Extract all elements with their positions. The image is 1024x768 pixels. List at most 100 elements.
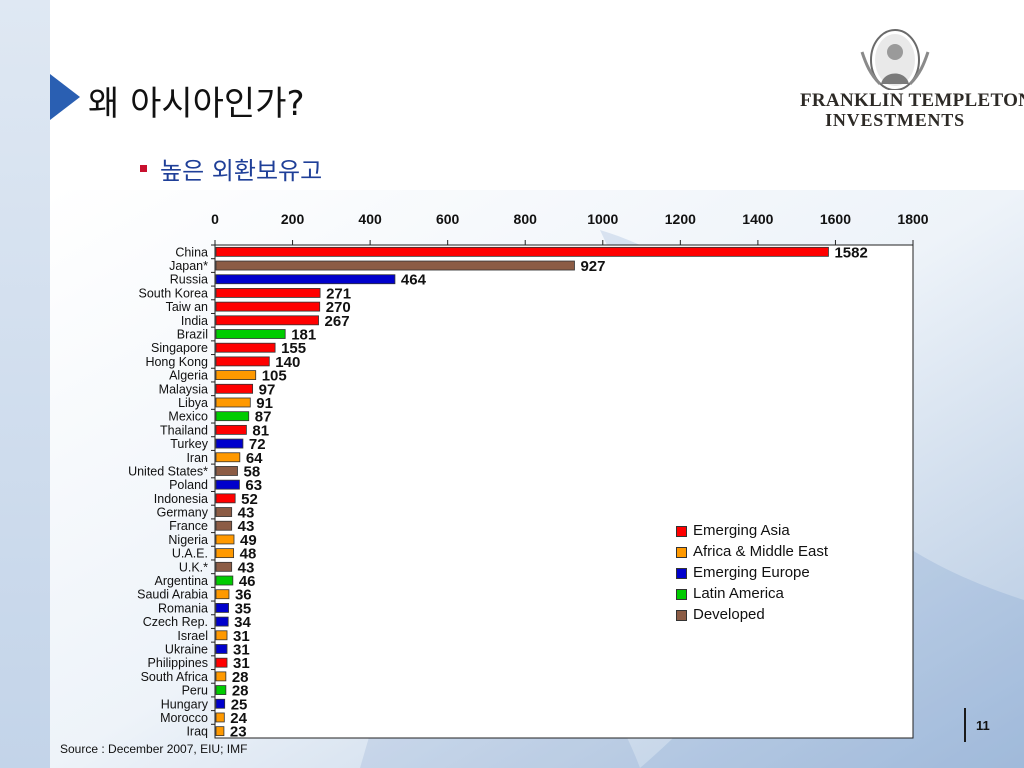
data-label-35: 23 <box>230 724 247 741</box>
category-label-5: India <box>181 314 208 328</box>
data-label-20: 43 <box>238 518 255 535</box>
data-label-6: 181 <box>291 327 316 344</box>
legend-swatch <box>676 526 687 537</box>
bar-29 <box>215 644 228 654</box>
bar-27 <box>215 616 229 627</box>
bar-12 <box>215 411 250 422</box>
x-tick-label-2: 400 <box>358 211 382 227</box>
left-band <box>0 0 50 768</box>
category-label-0: China <box>175 245 208 259</box>
x-tick-label-0: 0 <box>211 211 219 227</box>
bar-26 <box>215 603 229 613</box>
bar-31 <box>215 671 227 682</box>
data-label-17: 63 <box>245 477 262 494</box>
bar-15 <box>215 452 241 463</box>
category-label-27: Czech Rep. <box>143 615 208 629</box>
bar-14 <box>215 438 244 449</box>
data-label-16: 58 <box>243 463 260 480</box>
bar-19 <box>215 507 233 517</box>
data-label-3: 271 <box>326 285 351 302</box>
data-label-1: 927 <box>580 258 605 275</box>
x-tick-label-8: 1600 <box>820 211 851 227</box>
bar-34 <box>215 712 225 723</box>
bar-13 <box>215 424 247 435</box>
category-label-31: South Africa <box>141 670 208 684</box>
bar-25 <box>215 589 230 600</box>
category-label-21: Nigeria <box>168 533 208 547</box>
data-label-11: 91 <box>256 395 273 412</box>
category-label-28: Israel <box>177 629 208 643</box>
category-label-1: Japan* <box>169 259 208 273</box>
legend-label: Latin America <box>693 585 784 602</box>
category-label-2: Russia <box>170 273 208 287</box>
x-tick-label-3: 600 <box>436 211 460 227</box>
bar-32 <box>215 685 227 695</box>
category-label-4: Taiw an <box>166 300 208 314</box>
franklin-templeton-logo: FRANKLIN TEMPLETON INVESTMENTS <box>800 26 1024 136</box>
data-label-7: 155 <box>281 340 306 357</box>
x-tick-label-7: 1400 <box>742 211 773 227</box>
category-label-34: Morocco <box>160 711 208 725</box>
x-tick-label-9: 1800 <box>897 211 928 227</box>
legend-label: Developed <box>693 606 765 623</box>
data-label-27: 34 <box>234 614 251 631</box>
x-tick-label-4: 800 <box>514 211 538 227</box>
legend-swatch <box>676 610 687 621</box>
bar-1 <box>215 260 575 271</box>
bar-10 <box>215 383 254 394</box>
data-label-30: 31 <box>233 655 250 672</box>
data-label-5: 267 <box>325 313 350 330</box>
category-label-22: U.A.E. <box>172 547 208 561</box>
data-label-2: 464 <box>401 272 427 289</box>
category-label-29: Ukraine <box>165 642 208 656</box>
bar-35 <box>215 726 225 737</box>
bar-18 <box>215 493 236 504</box>
bar-9 <box>215 370 257 380</box>
data-label-18: 52 <box>241 491 258 508</box>
page-number: 11 <box>976 718 990 733</box>
data-label-8: 140 <box>275 354 300 371</box>
bar-20 <box>215 520 233 531</box>
data-label-4: 270 <box>326 299 351 316</box>
data-label-24: 46 <box>239 573 256 590</box>
bar-30 <box>215 657 228 668</box>
x-tick-label-5: 1000 <box>587 211 618 227</box>
bar-23 <box>215 561 233 572</box>
category-label-24: Argentina <box>154 574 208 588</box>
legend-swatch <box>676 568 687 579</box>
data-label-32: 28 <box>232 683 249 700</box>
category-label-10: Malaysia <box>159 382 208 396</box>
data-label-33: 25 <box>231 696 248 713</box>
data-label-9: 105 <box>262 368 287 385</box>
category-label-33: Hungary <box>161 697 209 711</box>
category-label-12: Mexico <box>168 410 208 424</box>
category-label-35: Iraq <box>186 725 208 739</box>
data-label-21: 49 <box>240 532 257 549</box>
bar-7 <box>215 342 276 353</box>
data-label-31: 28 <box>232 669 249 686</box>
category-label-18: Indonesia <box>154 492 208 506</box>
category-label-32: Peru <box>182 684 208 698</box>
category-label-7: Singapore <box>151 341 208 355</box>
category-label-16: United States* <box>128 464 208 478</box>
data-label-23: 43 <box>238 559 255 576</box>
category-label-17: Poland <box>169 478 208 492</box>
data-label-34: 24 <box>230 710 247 727</box>
title-arrow <box>50 74 80 120</box>
legend-label: Emerging Asia <box>693 522 790 539</box>
category-label-3: South Korea <box>139 286 209 300</box>
data-label-15: 64 <box>246 450 263 467</box>
category-label-19: Germany <box>157 506 209 520</box>
logo-line2: INVESTMENTS <box>825 110 965 130</box>
legend-swatch <box>676 589 687 600</box>
x-tick-label-1: 200 <box>281 211 305 227</box>
data-label-0: 1582 <box>834 244 867 261</box>
source-note: Source : December 2007, EIU; IMF <box>60 742 248 756</box>
bar-3 <box>215 288 321 298</box>
portrait-medallion-icon <box>860 29 930 90</box>
plot-area <box>214 244 914 739</box>
data-label-22: 48 <box>240 546 257 563</box>
page-title: 왜 아시아인가? <box>88 84 305 124</box>
legend-swatch <box>676 547 687 558</box>
